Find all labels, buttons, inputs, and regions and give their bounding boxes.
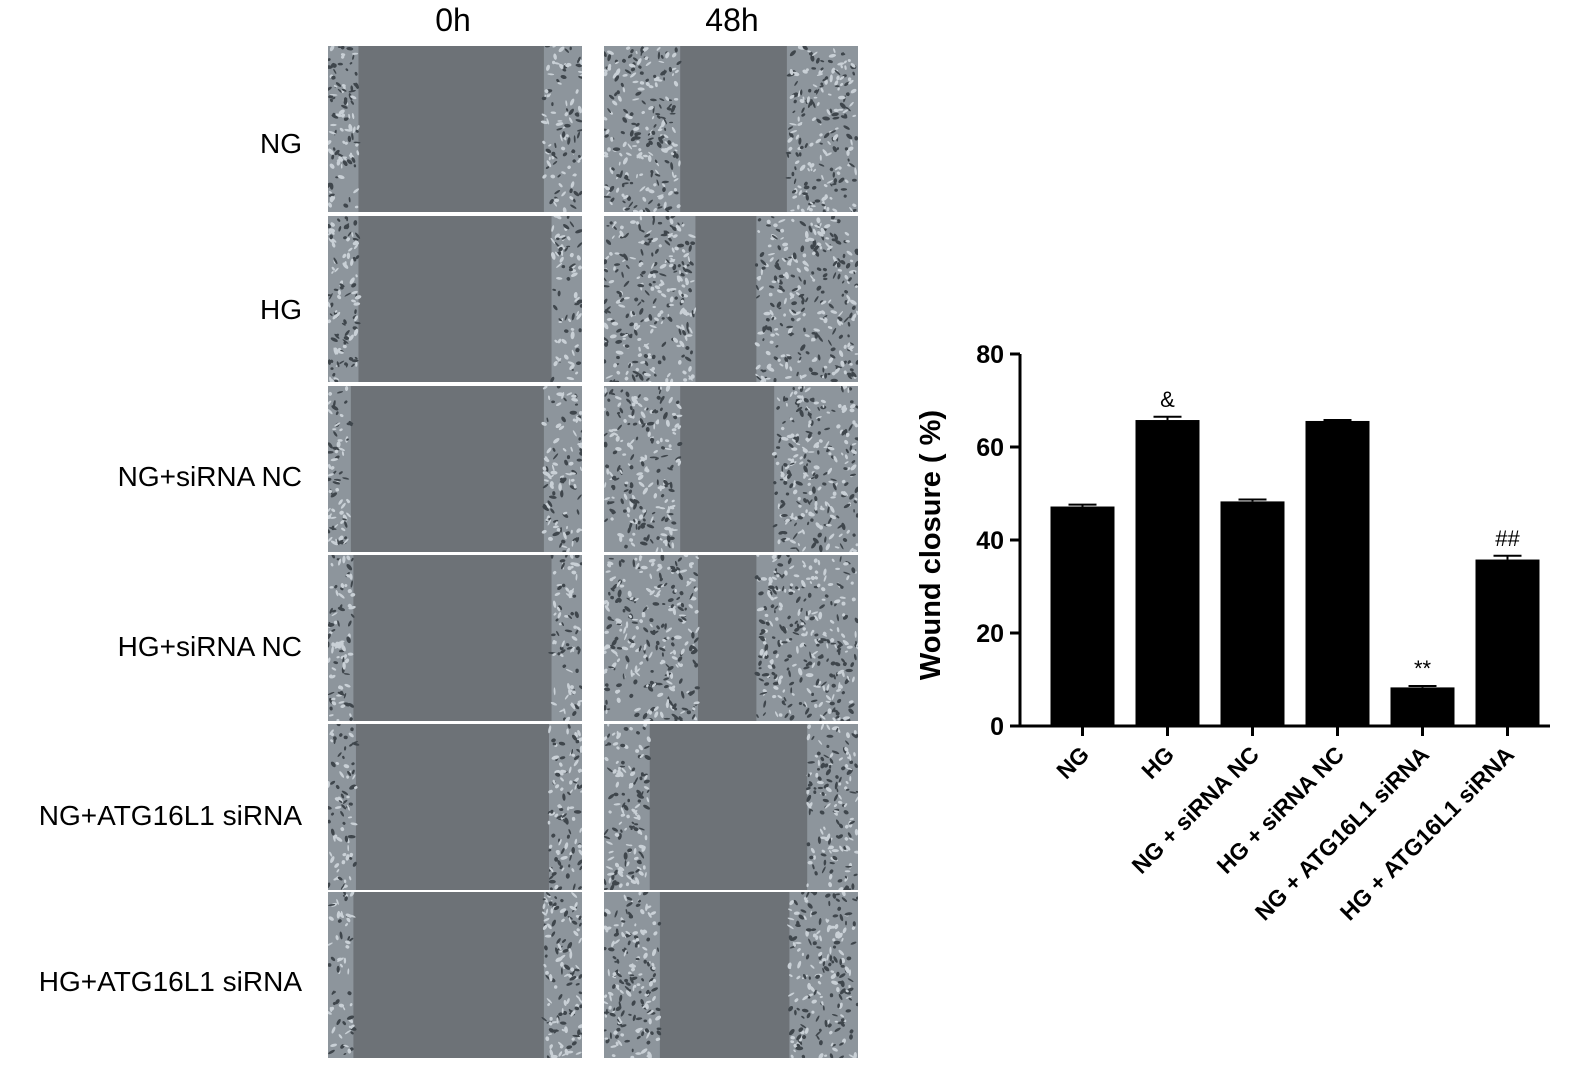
row-label-hg-sirna-nc: HG+siRNA NC bbox=[117, 631, 302, 662]
micrograph-panel bbox=[604, 46, 858, 212]
significance-mark: ## bbox=[1495, 526, 1520, 551]
micrograph-panel bbox=[604, 892, 858, 1058]
x-tick-label: HG + ATG16L1 siRNA bbox=[1335, 741, 1519, 925]
row-label-hg: HG bbox=[260, 294, 302, 325]
row-label-ng: NG bbox=[260, 128, 302, 159]
x-tick-label: NG bbox=[1051, 741, 1094, 784]
micrograph-panel bbox=[328, 386, 582, 552]
y-axis-label: Wound closure ( %) bbox=[915, 410, 947, 680]
x-tick-label: HG bbox=[1136, 741, 1179, 784]
x-tick-label: NG + ATG16L1 siRNA bbox=[1250, 741, 1434, 925]
bar bbox=[1305, 420, 1370, 726]
bar bbox=[1475, 559, 1540, 726]
column-header-48h: 48h bbox=[705, 2, 759, 38]
significance-mark: & bbox=[1160, 387, 1175, 412]
y-tick-label: 80 bbox=[976, 341, 1004, 369]
micrograph-panel bbox=[328, 46, 582, 212]
bar bbox=[1220, 501, 1285, 726]
bar bbox=[1390, 687, 1455, 726]
micrograph-panel bbox=[604, 216, 858, 382]
y-tick-label: 20 bbox=[976, 620, 1004, 648]
significance-mark: ** bbox=[1414, 656, 1432, 681]
micrograph-panel bbox=[328, 724, 582, 890]
bar bbox=[1050, 506, 1115, 726]
y-tick-label: 40 bbox=[976, 527, 1004, 555]
micrograph-panel bbox=[604, 386, 858, 552]
row-label-ng-atg16l1-sirna: NG+ATG16L1 siRNA bbox=[38, 800, 302, 831]
micrograph-panel bbox=[328, 555, 582, 721]
micrograph-panel bbox=[328, 892, 582, 1058]
y-tick-label: 0 bbox=[990, 713, 1004, 741]
row-label-hg-atg16l1-sirna: HG+ATG16L1 siRNA bbox=[38, 966, 302, 997]
micrograph-panel bbox=[604, 555, 858, 721]
micrograph-panel bbox=[604, 724, 858, 890]
bar bbox=[1135, 420, 1200, 726]
chart-bars: & ** ## bbox=[1050, 387, 1540, 726]
column-header-0h: 0h bbox=[435, 2, 471, 38]
row-label-ng-sirna-nc: NG+siRNA NC bbox=[117, 461, 302, 492]
micrograph-panel bbox=[328, 216, 582, 382]
y-tick-label: 60 bbox=[976, 434, 1004, 462]
